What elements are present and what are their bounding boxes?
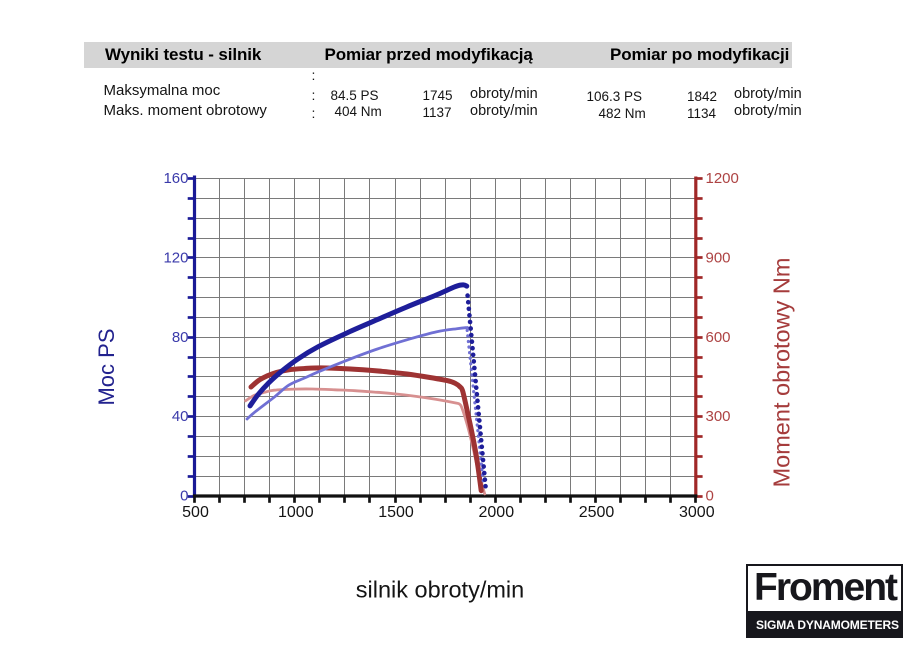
svg-text:80: 80 — [172, 329, 189, 346]
svg-text:Moc PS: Moc PS — [94, 328, 119, 405]
svg-text:120: 120 — [163, 250, 188, 267]
svg-text:900: 900 — [706, 250, 731, 267]
svg-text:2000: 2000 — [479, 504, 515, 521]
svg-text:3000: 3000 — [679, 504, 715, 521]
svg-text:Moment obrotowy Nm: Moment obrotowy Nm — [769, 258, 795, 488]
svg-text:40: 40 — [172, 408, 189, 425]
svg-text:2500: 2500 — [579, 504, 615, 521]
svg-text:0: 0 — [706, 488, 714, 505]
svg-text:160: 160 — [163, 170, 188, 187]
svg-text:1500: 1500 — [378, 504, 414, 521]
svg-text:silnik obroty/min: silnik obroty/min — [356, 577, 524, 603]
svg-text:0: 0 — [180, 488, 188, 505]
svg-text:300: 300 — [706, 408, 731, 425]
svg-text:600: 600 — [706, 329, 731, 346]
svg-text:1000: 1000 — [278, 504, 314, 521]
svg-text:500: 500 — [182, 504, 209, 521]
svg-text:1200: 1200 — [706, 170, 739, 187]
